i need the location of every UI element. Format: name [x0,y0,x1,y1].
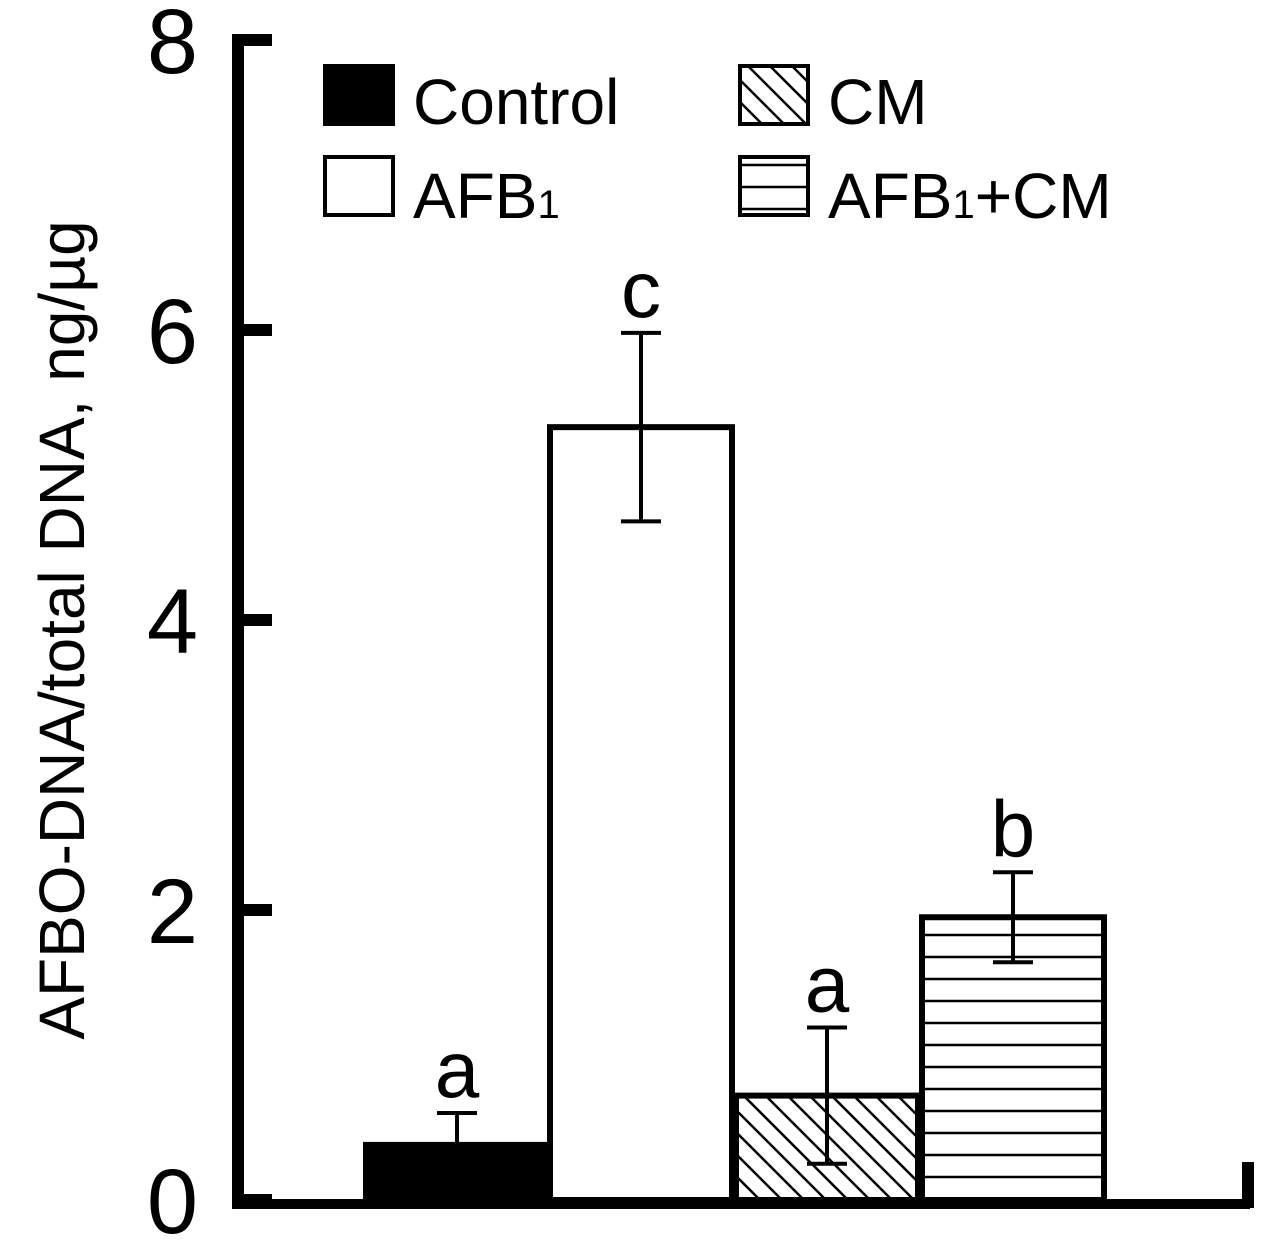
significance-label-0: a [435,1025,480,1114]
y-axis-label: AFBO-DNA/total DNA, ng/µg [26,220,98,1039]
legend-label-control: Control [413,66,619,138]
significance-label-2: a [805,939,850,1028]
legend-label-afb1-cm: AFB1+CM [828,160,1112,232]
bar-afb1 [547,424,735,1203]
significance-label-3: b [991,784,1036,873]
legend-swatch-cm [738,64,810,126]
legend-swatch-afb1 [323,155,395,217]
legend: Control CM AFB1 AFB1+CM [323,64,1112,232]
legend-swatch-afb1-cm [738,155,810,217]
y-tick-label-8: 8 [147,0,198,93]
significance-label-1: c [621,245,661,334]
significance-labels: a c a b [435,245,1036,1114]
y-tick-label-2: 2 [147,861,198,963]
legend-label-cm: CM [828,66,928,138]
y-tick-label-0: 0 [147,1151,198,1247]
y-tick-label-6: 6 [147,281,198,383]
y-ticks: 0 2 4 6 8 [147,0,272,1247]
y-tick-label-4: 4 [147,571,198,673]
axes [232,34,1254,1209]
legend-label-afb1: AFB1 [413,160,560,232]
legend-swatch-control [323,64,395,126]
error-bars [437,330,1033,1179]
